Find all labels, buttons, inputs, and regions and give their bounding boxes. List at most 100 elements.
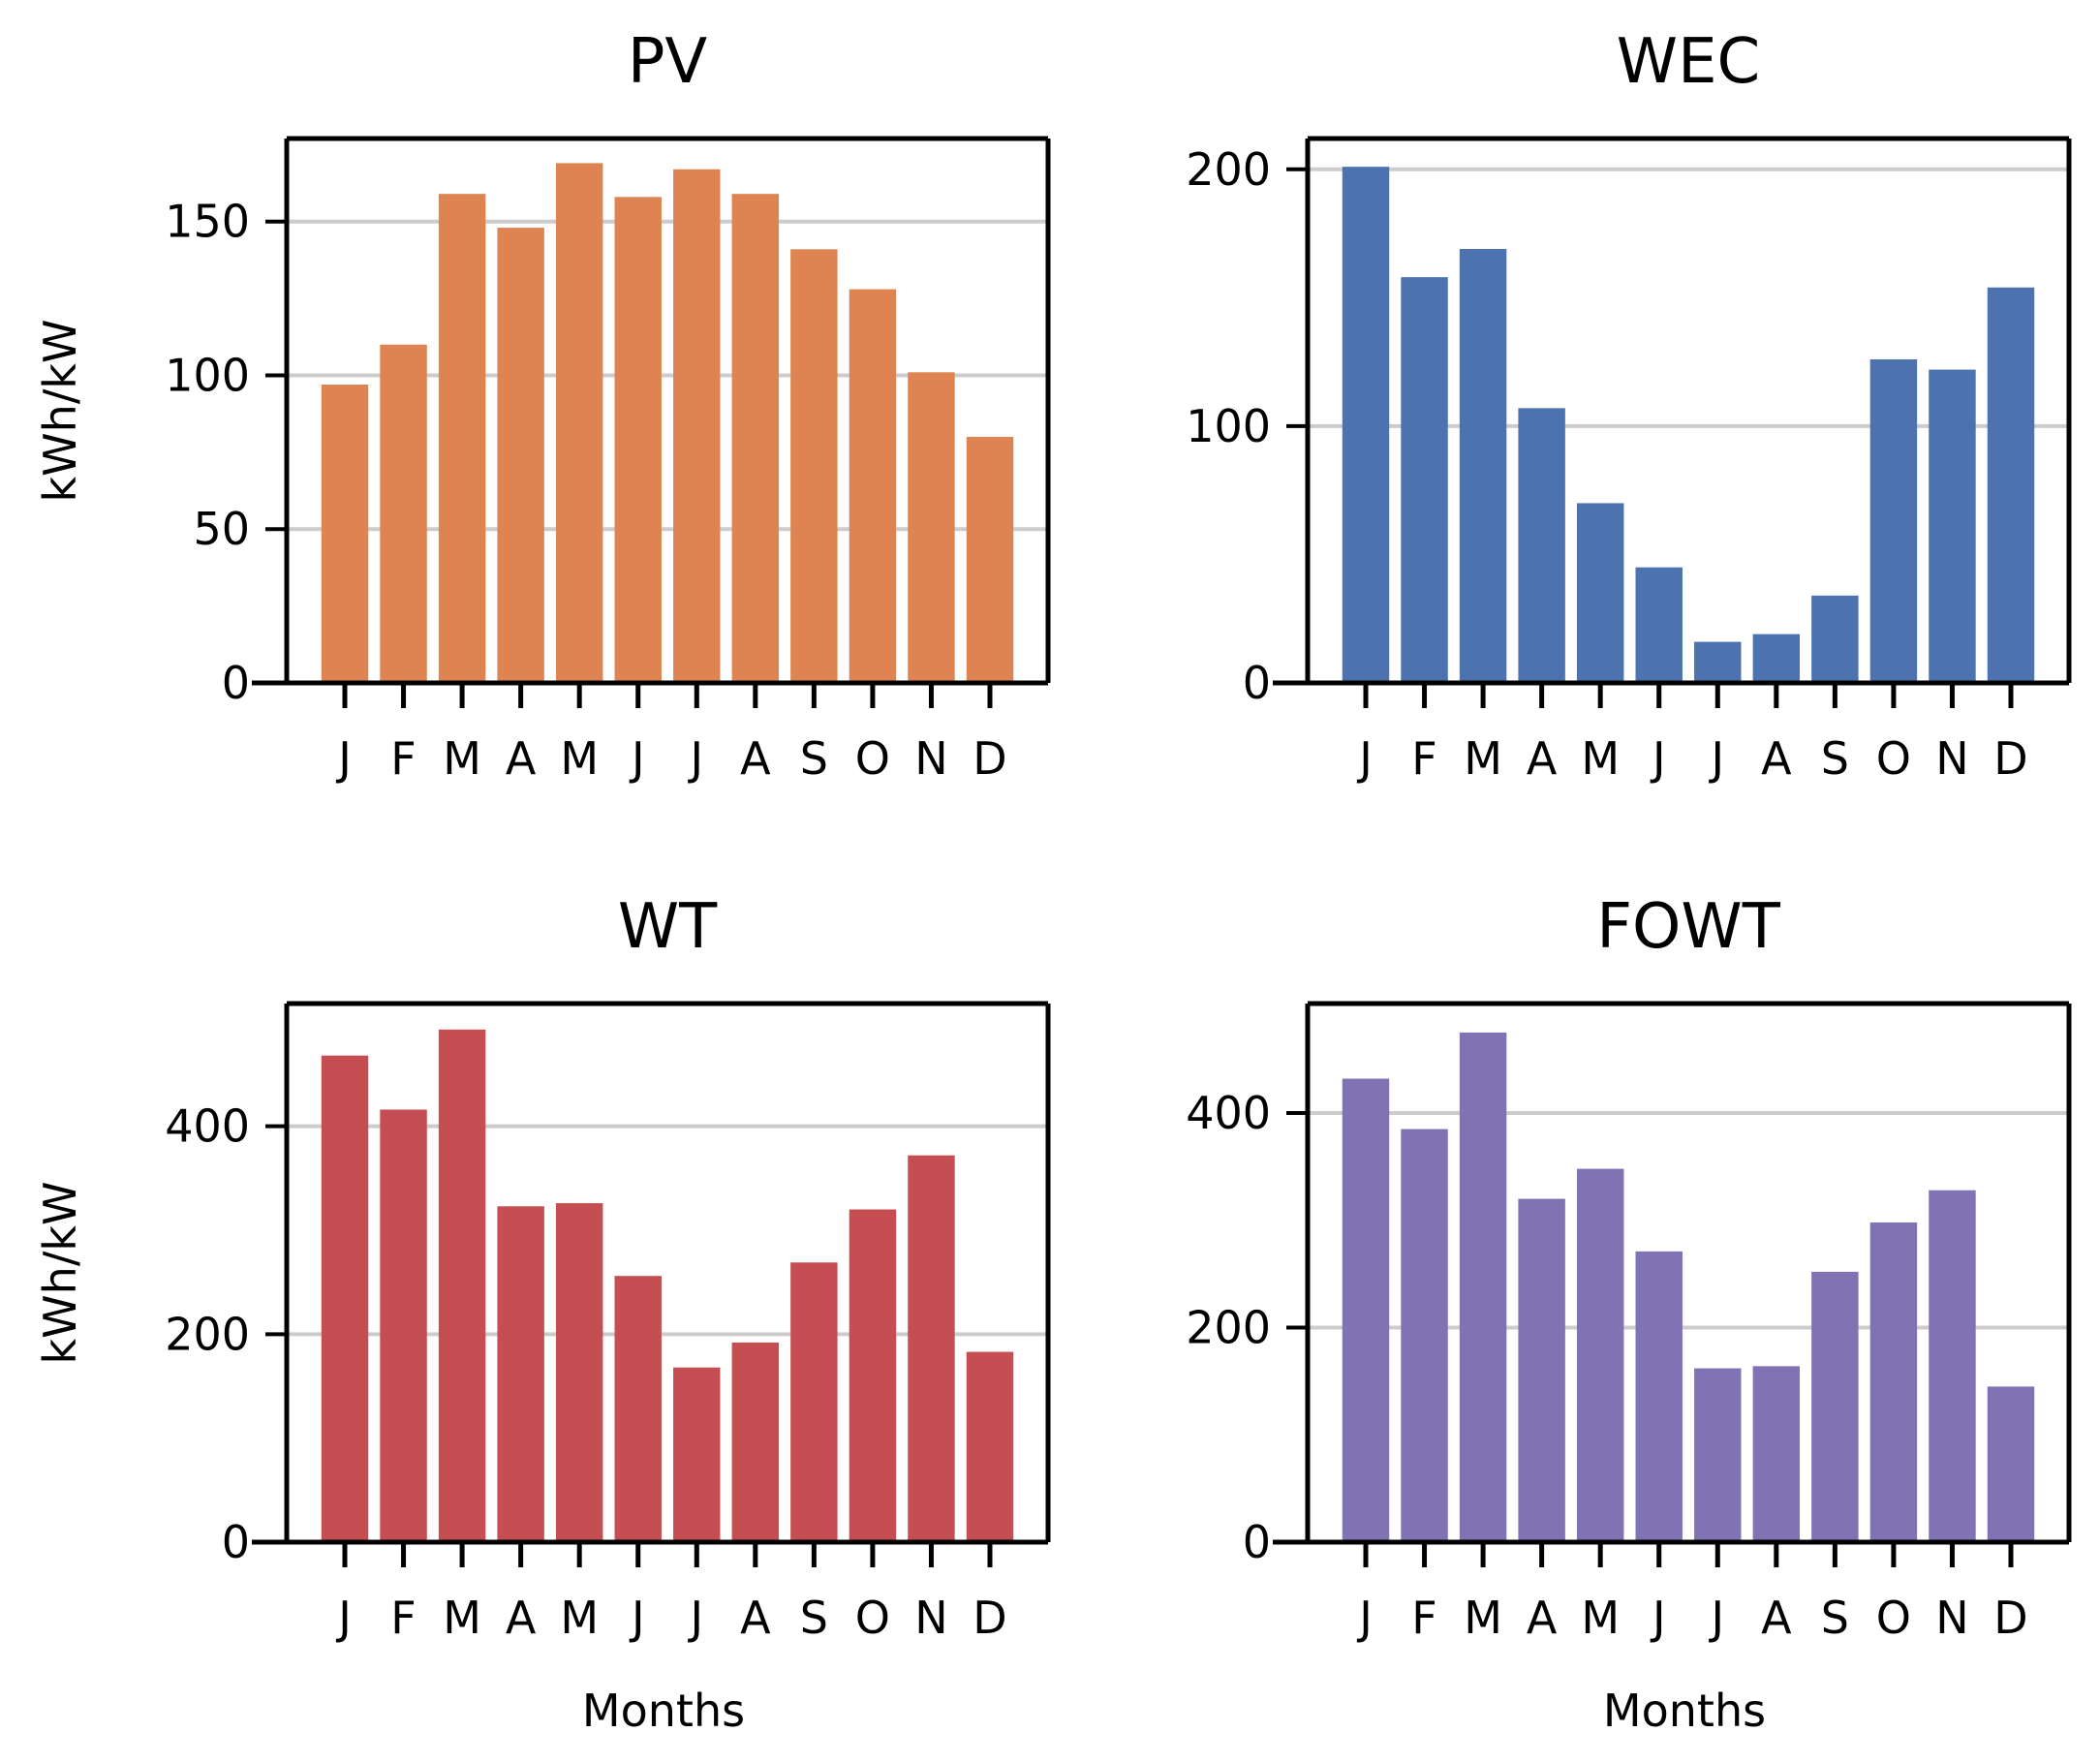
wt-xtick-label-8: S <box>800 1592 828 1644</box>
fowt-bar-0 <box>1342 1078 1390 1542</box>
fowt-xtick-label-10: N <box>1935 1592 1968 1644</box>
wec-bar-3 <box>1518 408 1565 683</box>
fowt-xtick-label-6: J <box>1708 1592 1724 1644</box>
pv-xtick-label-4: M <box>560 732 599 785</box>
wt-xtick-label-3: A <box>506 1592 537 1644</box>
pv-xtick-label-11: D <box>973 732 1006 785</box>
fowt-xtick-label-9: O <box>1876 1592 1911 1644</box>
wt-xtick-label-1: F <box>390 1592 416 1644</box>
pv-ytick-label-3: 150 <box>165 196 250 248</box>
pv-xtick-label-9: O <box>855 732 890 785</box>
fowt-bar-3 <box>1518 1198 1565 1542</box>
wec-xtick-label-2: M <box>1464 732 1502 785</box>
wt-bar-4 <box>555 1203 603 1542</box>
fowt-bar-7 <box>1752 1366 1801 1542</box>
wt-ytick-label-2: 400 <box>165 1100 250 1153</box>
wt-bar-10 <box>908 1155 955 1542</box>
wec-ytick-label-0: 0 <box>1243 657 1271 709</box>
fowt-ytick-label-0: 0 <box>1243 1516 1271 1568</box>
wt-bar-1 <box>380 1109 427 1542</box>
pv-xtick-label-0: J <box>335 732 352 785</box>
wec-bar-11 <box>1987 287 2035 683</box>
wt-xlabel: Months <box>582 1685 745 1737</box>
pv-bar-6 <box>673 169 721 684</box>
wec-bar-1 <box>1401 277 1448 683</box>
pv-bar-10 <box>908 372 955 683</box>
wec-xtick-label-3: A <box>1527 732 1558 785</box>
wec-bar-2 <box>1459 248 1507 683</box>
pv-bar-11 <box>966 436 1014 683</box>
pv-ytick-label-2: 100 <box>165 349 250 401</box>
pv-bar-5 <box>614 197 662 683</box>
wt-bar-3 <box>497 1206 544 1542</box>
wt-bar-2 <box>438 1029 486 1542</box>
fowt-xtick-label-0: J <box>1356 1592 1373 1644</box>
fowt-xlabel: Months <box>1603 1685 1766 1737</box>
fowt-bar-4 <box>1576 1168 1624 1542</box>
wec-bar-5 <box>1635 567 1683 683</box>
fowt-xtick-label-4: M <box>1581 1592 1620 1644</box>
wt-xtick-label-4: M <box>560 1592 599 1644</box>
wt-xtick-label-10: N <box>914 1592 947 1644</box>
pv-bar-1 <box>380 344 427 683</box>
wec-xtick-label-0: J <box>1356 732 1373 785</box>
fowt-xtick-label-8: S <box>1821 1592 1849 1644</box>
wt-bar-6 <box>673 1367 721 1542</box>
fowt-bar-2 <box>1459 1032 1507 1542</box>
pv-title: PV <box>628 26 708 98</box>
fowt-bar-5 <box>1635 1251 1683 1542</box>
pv-xtick-label-1: F <box>390 732 416 785</box>
wt-xtick-label-11: D <box>973 1592 1006 1644</box>
wec-ytick-label-2: 200 <box>1186 143 1271 196</box>
pv-bar-9 <box>849 289 897 683</box>
wt-bar-0 <box>321 1055 369 1542</box>
wt-ytick-label-0: 0 <box>222 1516 250 1568</box>
wec-xtick-label-10: N <box>1935 732 1968 785</box>
fowt-xtick-label-5: J <box>1650 1592 1666 1644</box>
fowt-title: FOWT <box>1596 891 1780 963</box>
pv-ytick-label-1: 50 <box>193 503 250 555</box>
fowt-ytick-label-2: 400 <box>1186 1087 1271 1139</box>
wec-title: WEC <box>1617 26 1760 98</box>
wt-xtick-label-5: J <box>629 1592 645 1644</box>
pv-ytick-label-0: 0 <box>222 657 250 709</box>
fowt-xtick-label-2: M <box>1464 1592 1502 1644</box>
wec-bar-6 <box>1694 641 1742 683</box>
fowt-bar-6 <box>1694 1368 1742 1542</box>
pv-xtick-label-5: J <box>629 732 645 785</box>
pv-bar-0 <box>321 385 369 683</box>
wec-xtick-label-8: S <box>1821 732 1849 785</box>
fowt-bar-8 <box>1811 1271 1859 1542</box>
pv-xtick-label-10: N <box>914 732 947 785</box>
pv-bar-8 <box>790 249 838 683</box>
pv-bar-7 <box>731 194 780 684</box>
wec-xtick-label-4: M <box>1581 732 1620 785</box>
wt-xtick-label-6: J <box>687 1592 703 1644</box>
wec-xtick-label-5: J <box>1650 732 1666 785</box>
wt-xtick-label-2: M <box>443 1592 481 1644</box>
pv-xtick-label-3: A <box>506 732 537 785</box>
fowt-bar-10 <box>1929 1190 1976 1542</box>
pv-xtick-label-6: J <box>687 732 703 785</box>
wec-xtick-label-6: J <box>1708 732 1724 785</box>
pv-ylabel: kWh/kW <box>34 320 86 503</box>
wec-xtick-label-1: F <box>1411 732 1436 785</box>
wec-bar-7 <box>1752 634 1801 683</box>
wec-xtick-label-11: D <box>1993 732 2027 785</box>
pv-bar-4 <box>555 163 603 683</box>
wec-bar-0 <box>1342 167 1390 683</box>
wt-bar-9 <box>849 1209 897 1542</box>
wec-xtick-label-9: O <box>1876 732 1911 785</box>
fowt-xtick-label-11: D <box>1993 1592 2027 1644</box>
wt-ylabel: kWh/kW <box>34 1182 86 1365</box>
wec-ytick-label-1: 100 <box>1186 400 1271 452</box>
wt-title: WT <box>618 891 718 963</box>
wec-bar-9 <box>1869 358 1918 683</box>
wt-xtick-label-7: A <box>740 1592 771 1644</box>
wt-ytick-label-1: 200 <box>165 1308 250 1360</box>
pv-xtick-label-7: A <box>740 732 771 785</box>
wt-xtick-label-9: O <box>855 1592 890 1644</box>
